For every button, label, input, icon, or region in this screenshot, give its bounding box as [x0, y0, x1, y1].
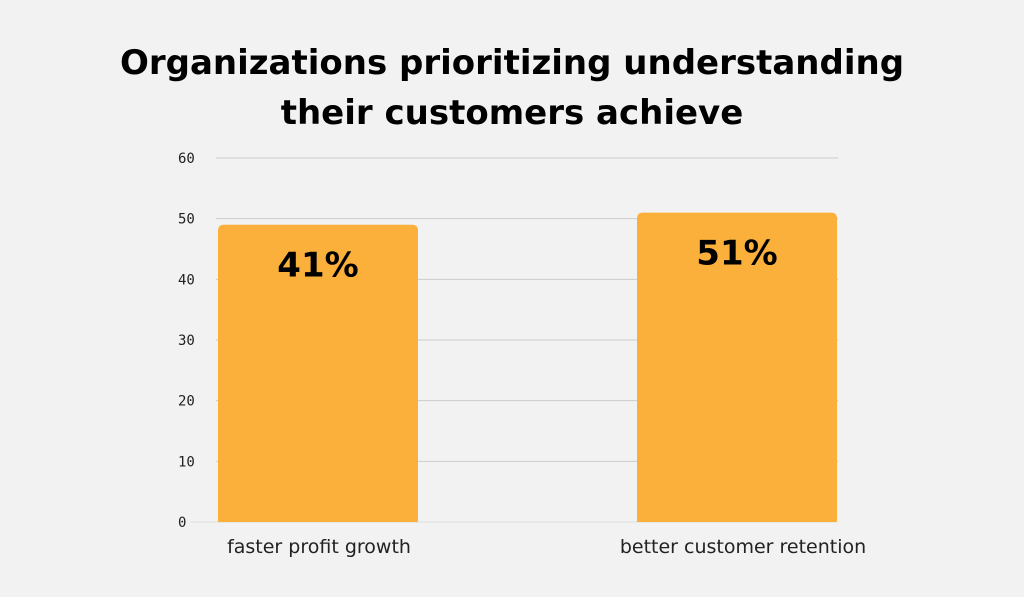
- y-tick-label: 20: [178, 394, 195, 410]
- y-tick-label: 60: [178, 151, 195, 167]
- bar: [637, 212, 837, 522]
- x-tick-label: better customer retention: [620, 536, 866, 558]
- y-tick-label: 0: [178, 515, 186, 531]
- bar-data-label: 41%: [277, 246, 358, 286]
- y-tick-label: 10: [178, 454, 195, 470]
- chart-title-line-2: their customers achieve: [280, 93, 744, 133]
- y-tick-label: 30: [178, 333, 195, 349]
- chart-title-line-1: Organizations prioritizing understanding: [119, 43, 905, 83]
- bar-data-label: 51%: [696, 234, 777, 274]
- x-tick-label: faster profit growth: [227, 536, 411, 558]
- chart-title: Organizations prioritizing understanding…: [0, 38, 1024, 138]
- bar: [218, 224, 418, 522]
- y-tick-label: 40: [178, 272, 195, 288]
- y-tick-label: 50: [178, 212, 195, 228]
